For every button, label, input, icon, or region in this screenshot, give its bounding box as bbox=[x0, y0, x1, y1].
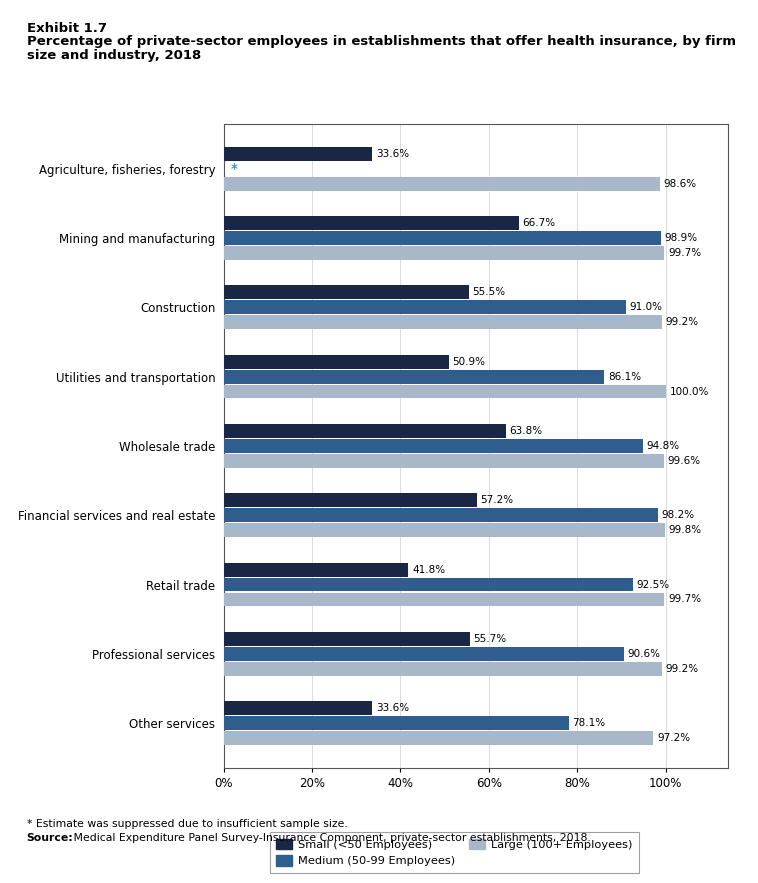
Text: 63.8%: 63.8% bbox=[509, 426, 543, 436]
Text: 98.6%: 98.6% bbox=[663, 178, 697, 189]
Bar bbox=[224, 300, 626, 314]
Bar bbox=[224, 662, 662, 675]
Bar bbox=[224, 424, 506, 438]
Bar bbox=[224, 562, 409, 577]
Bar bbox=[224, 246, 665, 260]
Bar bbox=[224, 315, 662, 329]
Text: 33.6%: 33.6% bbox=[376, 703, 409, 713]
Text: Exhibit 1.7: Exhibit 1.7 bbox=[27, 22, 107, 35]
Text: Percentage of private-sector employees in establishments that offer health insur: Percentage of private-sector employees i… bbox=[27, 35, 735, 49]
Text: 98.9%: 98.9% bbox=[665, 233, 697, 243]
Text: 55.5%: 55.5% bbox=[472, 287, 506, 298]
Legend: Small (<50 Employees), Medium (50-99 Employees), Large (100+ Employees): Small (<50 Employees), Medium (50-99 Emp… bbox=[270, 832, 639, 873]
Text: 98.2%: 98.2% bbox=[661, 510, 694, 520]
Text: *: * bbox=[230, 162, 237, 176]
Bar bbox=[224, 385, 666, 398]
Text: 99.2%: 99.2% bbox=[666, 664, 699, 674]
Bar bbox=[224, 454, 664, 468]
Text: 100.0%: 100.0% bbox=[669, 387, 709, 396]
Bar bbox=[224, 592, 665, 607]
Bar bbox=[224, 731, 653, 745]
Bar bbox=[224, 632, 470, 645]
Bar bbox=[224, 216, 518, 230]
Text: 91.0%: 91.0% bbox=[629, 302, 662, 313]
Text: 99.7%: 99.7% bbox=[668, 594, 701, 605]
Text: 78.1%: 78.1% bbox=[572, 718, 606, 728]
Bar bbox=[224, 647, 624, 660]
Bar bbox=[224, 355, 449, 368]
Bar bbox=[224, 285, 469, 299]
Bar bbox=[224, 147, 372, 161]
Bar bbox=[224, 577, 633, 592]
Bar bbox=[224, 177, 659, 191]
Text: 41.8%: 41.8% bbox=[412, 564, 445, 575]
Text: size and industry, 2018: size and industry, 2018 bbox=[27, 49, 201, 62]
Text: 99.6%: 99.6% bbox=[668, 456, 700, 466]
Text: 99.7%: 99.7% bbox=[668, 248, 701, 258]
Bar bbox=[224, 439, 643, 453]
Bar bbox=[224, 701, 372, 715]
Bar bbox=[224, 509, 658, 522]
Text: Medical Expenditure Panel Survey-Insurance Component, private-sector establishme: Medical Expenditure Panel Survey-Insuran… bbox=[70, 833, 591, 842]
Text: 66.7%: 66.7% bbox=[522, 218, 555, 228]
Text: 99.8%: 99.8% bbox=[669, 525, 702, 535]
Bar bbox=[224, 494, 477, 507]
Text: 90.6%: 90.6% bbox=[628, 649, 661, 659]
Text: 55.7%: 55.7% bbox=[474, 634, 506, 644]
Text: 97.2%: 97.2% bbox=[657, 733, 690, 743]
Text: Source:: Source: bbox=[27, 833, 74, 842]
Bar bbox=[224, 370, 604, 383]
Text: 99.2%: 99.2% bbox=[666, 317, 699, 328]
Bar bbox=[224, 231, 661, 245]
Text: 94.8%: 94.8% bbox=[647, 441, 679, 451]
Text: 50.9%: 50.9% bbox=[453, 357, 485, 366]
Bar bbox=[224, 524, 665, 537]
Text: * Estimate was suppressed due to insufficient sample size.: * Estimate was suppressed due to insuffi… bbox=[27, 819, 347, 829]
Text: 57.2%: 57.2% bbox=[480, 495, 513, 505]
Text: 86.1%: 86.1% bbox=[608, 372, 641, 381]
Text: 33.6%: 33.6% bbox=[376, 148, 409, 159]
Bar bbox=[224, 716, 569, 730]
Text: 92.5%: 92.5% bbox=[636, 579, 669, 590]
